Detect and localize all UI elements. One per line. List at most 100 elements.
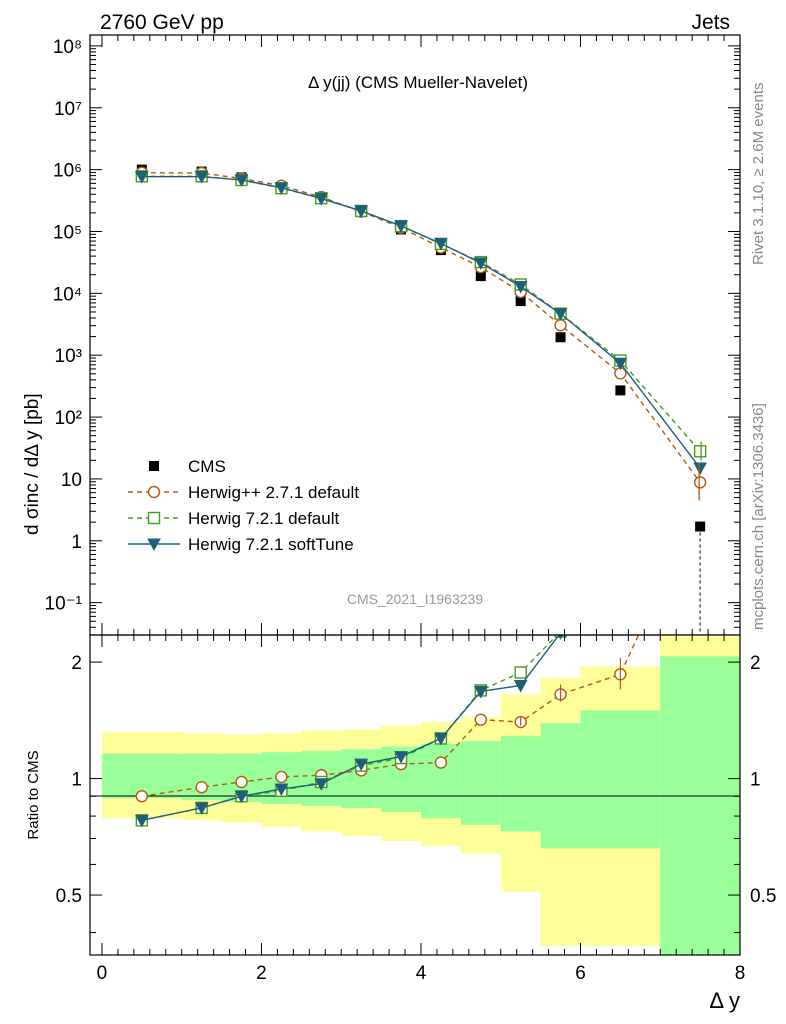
ratio-plot-frame bbox=[89, 634, 741, 956]
legend-label: Herwig++ 2.7.1 default bbox=[188, 483, 359, 502]
main-series-layer bbox=[134, 164, 707, 635]
ratio-x-ticks: 0 2 4 6 8 bbox=[97, 635, 746, 984]
ratio-data-point bbox=[394, 751, 408, 764]
ratio-green-band bbox=[420, 743, 461, 819]
ratio-data-point bbox=[695, 307, 706, 318]
ratio-data-point bbox=[514, 666, 527, 679]
ratio-data-point bbox=[314, 778, 329, 791]
ratio-data-point bbox=[694, 408, 706, 419]
ratio-y-tick-label-right: 0.5 bbox=[750, 886, 776, 907]
main-y-axis-label: d σinc / dΔ y [pb] bbox=[22, 393, 43, 535]
rivet-label: Rivet 3.1.10, ≥ 2.6M events bbox=[750, 83, 767, 266]
header-right-label: Jets bbox=[691, 11, 730, 34]
main-y-tick-label: 10⁷ bbox=[54, 99, 82, 120]
legend-marker bbox=[147, 538, 161, 552]
ratio-green-band bbox=[500, 735, 541, 832]
main-data-point bbox=[314, 193, 329, 206]
ratio-y-tick-label: 0.5 bbox=[56, 886, 82, 907]
main-series-line bbox=[141, 175, 701, 452]
main-y-tick-label: 10⁶ bbox=[53, 161, 82, 182]
main-x-ticks bbox=[101, 35, 741, 635]
ratio-data-point bbox=[234, 790, 249, 804]
header-left-label: 2760 GeV pp bbox=[100, 11, 224, 34]
main-data-point bbox=[554, 319, 567, 332]
ratio-data-point bbox=[557, 635, 564, 640]
ratio-data-point bbox=[434, 756, 448, 769]
main-y-tick-label: 10³ bbox=[55, 346, 82, 367]
legend-label: Herwig 7.2.1 default bbox=[188, 509, 339, 528]
ratio-x-tick-label: 4 bbox=[416, 963, 427, 984]
ratio-data-point bbox=[274, 783, 289, 797]
ratio-green-band bbox=[580, 710, 661, 849]
ratio-bands-layer bbox=[101, 635, 740, 955]
legend-marker bbox=[149, 461, 159, 471]
main-y-tick-label: 10⁻¹ bbox=[45, 594, 83, 615]
main-title: Δ y(jj) (CMS Mueller-Navelet) bbox=[308, 73, 528, 92]
ratio-data-point bbox=[194, 802, 209, 815]
ratio-green-band bbox=[540, 723, 581, 849]
legend: CMS Herwig++ 2.7.1 default Herwig 7.2.1 de… bbox=[128, 457, 359, 554]
ratio-x-tick-label: 2 bbox=[256, 963, 267, 984]
main-y-tick-label: 1 bbox=[71, 532, 82, 553]
main-data-point bbox=[194, 171, 209, 184]
ratio-data-point bbox=[354, 758, 369, 772]
ratio-panel: 0.5 0.5 1 1 2 2 0 2 4 6 8 Ratio to CMS Δ y bbox=[25, 307, 776, 1013]
ratio-x-tick-label: 0 bbox=[97, 963, 108, 984]
main-series-1 bbox=[135, 166, 707, 489]
ratio-x-tick-label: 8 bbox=[735, 963, 746, 984]
ratio-data-point bbox=[695, 496, 706, 507]
main-data-point bbox=[473, 257, 488, 270]
x-axis-label: Δ y bbox=[709, 988, 740, 1013]
ratio-green-band bbox=[660, 656, 740, 955]
main-y-tick-label: 10 bbox=[61, 470, 82, 491]
ratio-data-point bbox=[275, 770, 288, 784]
ratio-series-clipped bbox=[134, 307, 706, 828]
ratio-y-tick-label: 2 bbox=[71, 653, 82, 674]
legend-marker bbox=[147, 511, 161, 525]
main-data-point bbox=[354, 205, 369, 218]
ratio-data-point bbox=[235, 775, 248, 789]
ratio-x-tick-label: 6 bbox=[575, 963, 586, 984]
main-data-point bbox=[515, 296, 526, 307]
main-data-point bbox=[234, 174, 249, 188]
main-y-tick-label: 10⁴ bbox=[53, 284, 82, 305]
ratio-data-point bbox=[615, 588, 626, 599]
legend-label: CMS bbox=[188, 457, 226, 476]
main-series-3 bbox=[134, 171, 707, 476]
main-data-point bbox=[134, 171, 149, 184]
watermark-label: CMS_2021_I1963239 bbox=[347, 591, 483, 607]
main-data-point bbox=[553, 308, 568, 321]
main-data-point bbox=[394, 220, 408, 233]
legend-label: Herwig 7.2.1 softTune bbox=[188, 535, 354, 554]
ratio-green-band bbox=[460, 741, 501, 825]
ratio-y-tick-label-right: 2 bbox=[750, 653, 761, 674]
main-y-ticks: 10⁻¹ 1 10 10² 10³ 10⁴ 10⁵ 10⁶ 10⁷ 10⁸ bbox=[45, 37, 740, 636]
main-data-point bbox=[475, 271, 486, 282]
main-data-point bbox=[434, 237, 448, 251]
ratio-data-point bbox=[135, 790, 149, 803]
ratio-data-point bbox=[614, 607, 626, 618]
ratio-y-tick-label: 1 bbox=[71, 770, 82, 791]
ratio-y-ticks: 0.5 0.5 1 1 2 2 bbox=[56, 653, 776, 934]
ratio-green-band bbox=[341, 749, 382, 808]
main-panel: 10⁻¹ 1 10 10² 10³ 10⁴ 10⁵ 10⁶ 10⁷ 10⁸ Δ y(jj) (CM… bbox=[22, 34, 741, 636]
main-series-line bbox=[141, 175, 701, 469]
main-data-point bbox=[274, 182, 289, 195]
ratio-data-point bbox=[134, 814, 149, 828]
ratio-data-point bbox=[474, 713, 487, 726]
legend-marker bbox=[147, 485, 161, 499]
ratio-data-point bbox=[473, 685, 488, 699]
main-y-tick-label: 10⁸ bbox=[53, 37, 82, 58]
main-data-point bbox=[513, 281, 528, 294]
main-y-tick-label: 10⁵ bbox=[53, 222, 82, 243]
main-data-point bbox=[693, 462, 707, 476]
ratio-data-point bbox=[195, 781, 208, 794]
main-series-2 bbox=[135, 170, 707, 458]
main-y-tick-label: 10² bbox=[55, 408, 82, 429]
main-data-point bbox=[613, 357, 628, 371]
main-data-point bbox=[693, 476, 707, 489]
main-series-0 bbox=[136, 164, 706, 532]
ratio-y-tick-label-right: 1 bbox=[750, 770, 761, 791]
main-series-line bbox=[141, 172, 701, 483]
